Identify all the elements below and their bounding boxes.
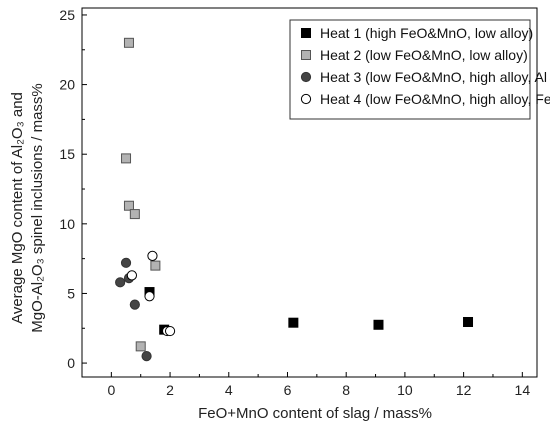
x-tick-label: 8 xyxy=(342,382,350,398)
y-axis-title-line2: MgO-Al₂O₃ spinel inclusions / mass% xyxy=(29,83,46,333)
x-axis-title: FeO+MnO content of slag / mass% xyxy=(198,405,432,422)
data-point-heat-1 xyxy=(463,316,474,327)
x-axis: 0 2 4 6 8 10 12 14 xyxy=(107,372,530,398)
y-tick-label: 15 xyxy=(59,146,75,162)
data-point-heat-3 xyxy=(115,277,126,288)
y-tick-label: 5 xyxy=(67,285,75,301)
plot-border xyxy=(81,7,538,378)
x-tick-label: 10 xyxy=(397,382,413,398)
legend-label-heat-3: Heat 3 (low FeO&MnO, high alloy, Al→Fe-S… xyxy=(320,69,550,85)
x-tick-label: 4 xyxy=(225,382,233,398)
data-point-heat-4 xyxy=(147,250,158,261)
x-tick-label: 12 xyxy=(456,382,472,398)
data-point-heat-3 xyxy=(120,257,132,268)
data-point-heat-1 xyxy=(373,319,384,330)
legend-marker-heat-3 xyxy=(300,71,312,83)
x-tick-label: 14 xyxy=(515,382,531,398)
plot-area xyxy=(81,7,538,378)
legend-marker-heat-2 xyxy=(301,50,311,60)
data-point-heat-2 xyxy=(123,200,134,211)
data-point-heat-2 xyxy=(121,153,132,164)
y-tick-label: 0 xyxy=(67,355,75,371)
data-point-heat-3 xyxy=(129,299,140,310)
data-point-heat-2 xyxy=(135,341,146,352)
y-tick-label: 10 xyxy=(59,216,75,232)
data-point-heat-4 xyxy=(164,325,176,337)
data-point-heat-4 xyxy=(144,291,155,302)
x-tick-label: 6 xyxy=(284,382,292,398)
data-point-heat-2 xyxy=(129,209,140,220)
data-point-heat-4 xyxy=(126,270,138,281)
legend-marker-heat-1 xyxy=(301,28,311,38)
legend-label-heat-1: Heat 1 (high FeO&MnO, low alloy) xyxy=(320,25,533,41)
legend-box xyxy=(289,19,531,120)
x-tick-label: 2 xyxy=(166,382,174,398)
y-axis: 0 5 10 15 20 25 xyxy=(59,7,87,371)
legend-marker-heat-4 xyxy=(300,93,312,105)
legend-label-heat-4: Heat 4 (low FeO&MnO, high alloy, Fe-Si→A… xyxy=(320,91,550,107)
data-markers xyxy=(115,37,474,362)
y-axis-title-line1: Average MgO content of Al₂O₃ and xyxy=(9,92,26,324)
data-point-heat-2 xyxy=(123,37,134,48)
legend-label-heat-2: Heat 2 (low FeO&MnO, low alloy) xyxy=(320,47,528,63)
data-point-heat-3 xyxy=(141,351,152,362)
legend: Heat 1 (high FeO&MnO, low alloy) Heat 2 (… xyxy=(289,19,550,120)
x-tick-label: 0 xyxy=(107,382,115,398)
data-point-heat-2 xyxy=(150,260,161,271)
data-point-heat-1 xyxy=(288,317,299,328)
y-tick-label: 20 xyxy=(59,77,75,93)
y-tick-label: 25 xyxy=(59,7,75,23)
